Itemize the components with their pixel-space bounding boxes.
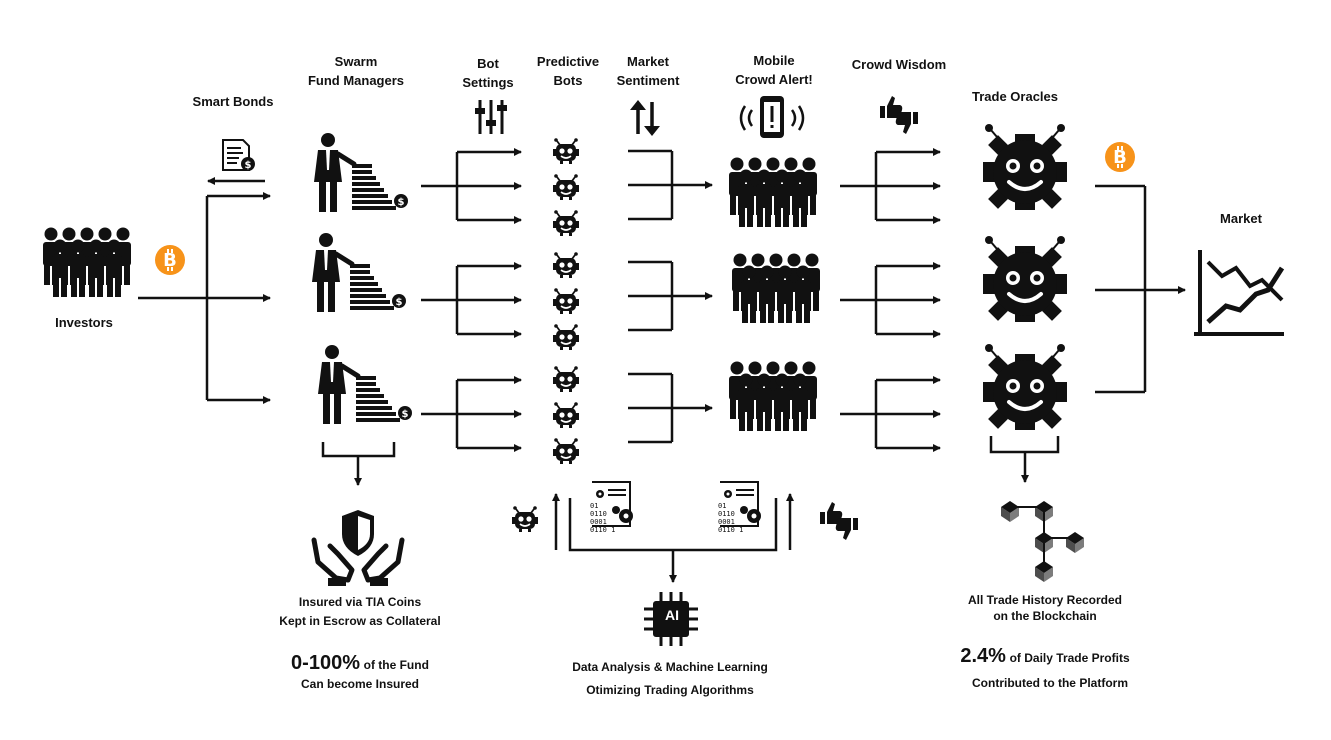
oracle-robot-icon <box>981 342 1069 432</box>
settings-label: Settings <box>462 75 514 90</box>
crowd-icon <box>729 362 817 432</box>
swarm-label: Swarm <box>334 54 378 69</box>
ai-chip-icon <box>644 592 698 646</box>
bot-icon <box>552 323 580 351</box>
blockchain-percent-line: 2.4% of Daily Trade Profits <box>930 645 1160 669</box>
ai-feedback-arrows <box>552 493 794 583</box>
crowd-icon <box>729 158 817 228</box>
code-line: 0001 <box>590 518 607 526</box>
oracle-robot-icon <box>981 122 1069 212</box>
bot-icon <box>552 137 580 165</box>
bot-icon <box>552 173 580 201</box>
code-line: 01 <box>590 502 599 510</box>
bot-icon <box>552 437 580 465</box>
bot-icon <box>552 251 580 279</box>
svg-text:$: $ <box>245 160 252 171</box>
investors-flow-arrows <box>138 177 271 404</box>
bot-icon <box>552 401 580 429</box>
blockchain-percent-suffix: of Daily Trade Profits <box>1009 651 1130 665</box>
blockchain-line-1: All Trade History Recorded <box>967 593 1123 607</box>
fund-manager-icon <box>312 233 406 312</box>
code-snippet-left: 01 0110 0001 0110 1 <box>590 502 615 534</box>
bitcoin-icon <box>154 244 186 276</box>
blockchain-bracket <box>989 436 1060 483</box>
bots-label: Bots <box>553 73 583 88</box>
mobile-label: Mobile <box>753 53 795 68</box>
insurance-percent-line: 0-100% of the Fund <box>270 652 450 676</box>
sentiment-to-crowd-arrows <box>628 151 712 442</box>
insurance-percent: 0-100% <box>291 652 360 674</box>
ai-chip-label: AI <box>665 607 679 623</box>
blockchain-icon <box>1001 501 1084 582</box>
blockchain-line-2: on the Blockchain <box>993 609 1097 623</box>
insurance-bracket <box>321 442 396 486</box>
investors-label: Investors <box>55 315 113 330</box>
oracle-robot-icon <box>981 234 1069 324</box>
up-down-arrows-icon <box>630 100 660 136</box>
code-line: 0110 1 <box>590 526 616 534</box>
thumbs-icon <box>880 96 918 134</box>
predictive-label: Predictive <box>536 54 600 69</box>
trade-oracles-label: Trade Oracles <box>972 89 1058 104</box>
thumbs-icon <box>820 502 858 540</box>
bot-icon <box>552 287 580 315</box>
insurance-percent-suffix: of the Fund <box>363 658 429 672</box>
blockchain-percent: 2.4% <box>960 645 1006 667</box>
code-snippet-right: 01 0110 0001 0110 1 <box>718 502 743 534</box>
sliders-icon <box>475 100 507 134</box>
code-line: 01 <box>718 502 727 510</box>
blockchain-line-3: Contributed to the Platform <box>972 676 1128 690</box>
bot-icon <box>552 365 580 393</box>
crowd-icon <box>732 254 820 324</box>
phone-alert-icon <box>739 96 805 138</box>
insurance-line-3: Can become Insured <box>300 677 420 691</box>
smart-bonds-label: Smart Bonds <box>192 94 274 109</box>
fund-managers-label: Fund Managers <box>307 73 405 88</box>
market-label: Market <box>627 54 669 69</box>
oracle-to-market-arrows <box>1095 184 1186 394</box>
market-chart-icon <box>1194 250 1285 336</box>
bot-label: Bot <box>477 56 499 71</box>
code-line: 0110 1 <box>718 526 744 534</box>
insurance-line-1: Insured via TIA Coins <box>298 595 422 609</box>
fund-manager-icon <box>314 133 408 212</box>
bot-icon <box>511 505 539 533</box>
ai-line-1: Data Analysis & Machine Learning <box>572 660 768 674</box>
sentiment-label: Sentiment <box>616 73 680 88</box>
insurance-hands-icon <box>311 510 405 586</box>
bond-document-icon: $ <box>222 139 255 171</box>
fund-manager-icon <box>318 345 412 424</box>
manager-to-bot-arrows <box>421 152 521 448</box>
crowd-to-oracle-arrows <box>840 152 940 448</box>
bot-icon <box>552 209 580 237</box>
code-line: 0110 <box>718 510 735 518</box>
investors-crowd-icon <box>43 228 131 298</box>
crowd-wisdom-label: Crowd Wisdom <box>851 57 947 72</box>
crowd-alert-label: Crowd Alert! <box>735 72 813 87</box>
market-destination-label: Market <box>1220 211 1262 226</box>
code-line: 0001 <box>718 518 735 526</box>
code-line: 0110 <box>590 510 607 518</box>
bitcoin-icon <box>1104 141 1136 173</box>
insurance-line-2: Kept in Escrow as Collateral <box>279 614 441 628</box>
ai-line-2: Otimizing Trading Algorithms <box>586 683 754 697</box>
